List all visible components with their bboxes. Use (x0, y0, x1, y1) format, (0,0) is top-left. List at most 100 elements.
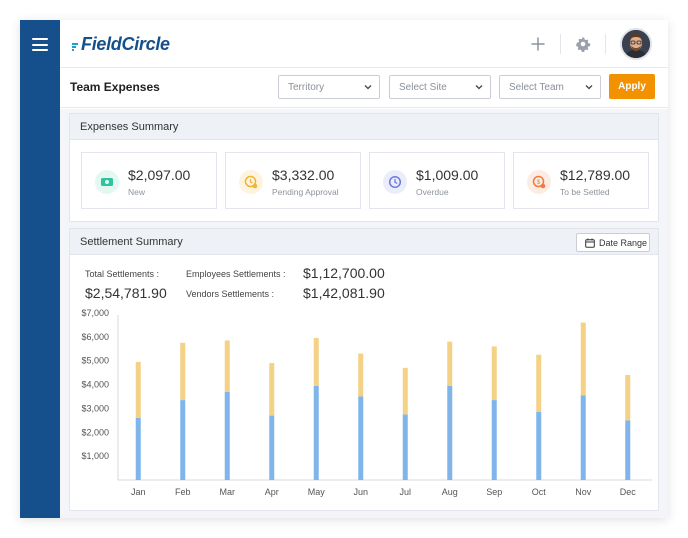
bar-segment-base[interactable] (358, 396, 364, 481)
employees-settlements-label: Employees Settlements : (186, 269, 286, 279)
territory-select[interactable]: Territory (278, 75, 380, 99)
header-divider (605, 34, 606, 54)
chevron-down-icon (475, 85, 483, 90)
bar-segment-top[interactable] (447, 341, 453, 386)
territory-select-value: Territory (288, 82, 325, 93)
settle-icon: $ (527, 170, 551, 194)
settlement-summary-title: Settlement Summary (80, 236, 183, 248)
bar-segment-top[interactable] (313, 338, 319, 386)
bar-segment-base[interactable] (491, 400, 497, 480)
chevron-down-icon (364, 85, 372, 90)
bar-segment-top[interactable] (402, 367, 408, 415)
stat-card-pending-approval[interactable]: $3,332.00 Pending Approval (225, 152, 361, 209)
bar-segment-top[interactable] (625, 375, 631, 421)
logo-mark-icon (72, 37, 80, 51)
bar-segment-base[interactable] (135, 417, 141, 480)
expenses-summary-body: $2,097.00 New $3,332.00 Pending Approval… (69, 140, 659, 222)
bar-segment-base[interactable] (402, 414, 408, 480)
bar-segment-top[interactable] (180, 342, 186, 401)
stat-label: New (128, 187, 146, 197)
page-title: Team Expenses (70, 80, 160, 94)
site-select-value: Select Site (399, 82, 447, 93)
y-tick-label: $7,000 (81, 308, 109, 318)
bar-segment-base[interactable] (269, 415, 275, 480)
x-tick-label: Jan (131, 487, 146, 497)
bar-segment-top[interactable] (358, 353, 364, 397)
x-tick-label: Apr (265, 487, 279, 497)
date-range-button[interactable]: Date Range (576, 233, 650, 252)
top-header: FieldCircle (60, 20, 668, 68)
vendors-settlements-label: Vendors Settlements : (186, 289, 275, 299)
x-tick-label: May (308, 487, 326, 497)
bar-segment-top[interactable] (491, 346, 497, 401)
vendors-settlements-value: $1,42,081.90 (303, 285, 385, 301)
total-settlements-value: $2,54,781.90 (85, 285, 167, 301)
brand-logo[interactable]: FieldCircle (72, 33, 170, 55)
bar-segment-top[interactable] (269, 363, 275, 416)
bar-segment-top[interactable] (135, 361, 141, 418)
stat-value: $2,097.00 (128, 167, 191, 183)
sidebar (20, 20, 60, 518)
total-settlements-label: Total Settlements : (85, 269, 160, 279)
calendar-icon (585, 238, 595, 248)
plus-icon[interactable] (530, 36, 546, 52)
y-tick-label: $3,000 (81, 403, 109, 413)
bar-segment-top[interactable] (580, 322, 586, 396)
y-tick-label: $4,000 (81, 380, 109, 390)
bar-segment-top[interactable] (536, 354, 542, 413)
x-tick-label: Jun (353, 487, 368, 497)
site-select[interactable]: Select Site (389, 75, 491, 99)
money-icon (95, 170, 119, 194)
settlement-summary-header: Settlement Summary Date Range (69, 228, 659, 255)
y-tick-label: $6,000 (81, 332, 109, 342)
stat-value: $3,332.00 (272, 167, 335, 183)
expenses-summary-header: Expenses Summary (69, 113, 659, 140)
team-select[interactable]: Select Team (499, 75, 601, 99)
bar-segment-base[interactable] (180, 400, 186, 480)
bar-segment-base[interactable] (313, 385, 319, 480)
stat-card-overdue[interactable]: $1,009.00 Overdue (369, 152, 505, 209)
stat-card-new[interactable]: $2,097.00 New (81, 152, 217, 209)
x-tick-label: Jul (399, 487, 411, 497)
x-tick-label: Aug (442, 487, 458, 497)
clock-icon (383, 170, 407, 194)
y-tick-label: $2,000 (81, 427, 109, 437)
brand-name: FieldCircle (81, 33, 170, 54)
bar-segment-base[interactable] (625, 420, 631, 480)
y-tick-label: $1,000 (81, 451, 109, 461)
svg-text:$: $ (537, 180, 541, 186)
stat-value: $12,789.00 (560, 167, 631, 183)
stat-label: Overdue (416, 187, 449, 197)
x-tick-label: Feb (175, 487, 191, 497)
stat-value: $1,009.00 (416, 167, 479, 183)
expenses-summary-title: Expenses Summary (80, 121, 179, 133)
pending-icon (239, 170, 263, 194)
team-select-value: Select Team (509, 82, 564, 93)
x-tick-label: Mar (220, 487, 236, 497)
gear-icon[interactable] (575, 36, 591, 53)
employees-settlements-value: $1,12,700.00 (303, 265, 385, 281)
apply-button[interactable]: Apply (609, 74, 655, 99)
bar-segment-base[interactable] (447, 385, 453, 480)
chevron-down-icon (585, 85, 593, 90)
x-tick-label: Sep (486, 487, 502, 497)
app-frame: FieldCircle Team Expenses (20, 20, 668, 518)
bar-segment-base[interactable] (536, 412, 542, 480)
bar-segment-base[interactable] (224, 391, 230, 480)
bar-segment-base[interactable] (580, 395, 586, 480)
bar-segment-top[interactable] (224, 340, 230, 392)
x-tick-label: Dec (620, 487, 637, 497)
hamburger-menu-icon[interactable] (32, 38, 48, 51)
settlement-bar-chart: $1,000 $2,000 $3,000 $4,000 $5,000 $6,000 $7,0… (81, 308, 652, 497)
date-range-label: Date Range (599, 238, 648, 248)
avatar[interactable] (620, 28, 652, 60)
x-tick-label: Nov (575, 487, 592, 497)
x-tick-label: Oct (532, 487, 547, 497)
header-divider (560, 34, 561, 54)
y-tick-label: $5,000 (81, 356, 109, 366)
settlement-chart: $1,000 $2,000 $3,000 $4,000 $5,000 $6,000 $7,0… (70, 305, 660, 505)
main-content: Expenses Summary $2,097.00 New $3,332.00… (60, 109, 668, 518)
stat-label: Pending Approval (272, 187, 339, 197)
stat-card-to-be-settled[interactable]: $ $12,789.00 To be Settled (513, 152, 649, 209)
settlement-summary-body: Total Settlements : $2,54,781.90 Employe… (69, 255, 659, 511)
